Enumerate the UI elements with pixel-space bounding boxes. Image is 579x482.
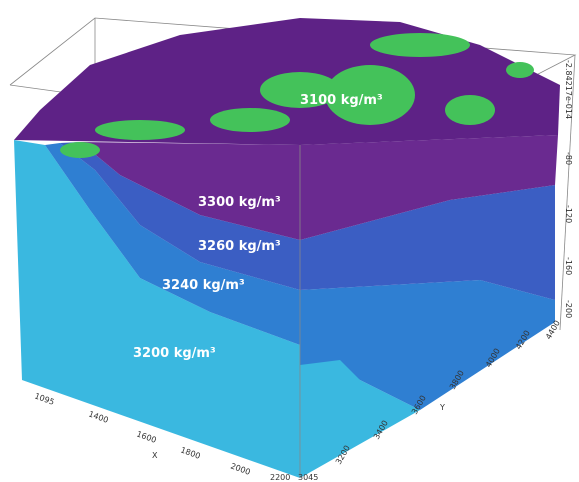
layer-label: 3240 kg/m³ bbox=[162, 278, 245, 293]
x-tick-label: 1800 bbox=[179, 445, 201, 460]
z-tick-label: -80 bbox=[564, 152, 573, 165]
z-tick-label: -200 bbox=[564, 300, 573, 318]
x-tick-label: 1095 bbox=[33, 391, 55, 406]
z-tick-label: -120 bbox=[564, 205, 573, 223]
x-tick-label: 1400 bbox=[87, 409, 109, 424]
x-tick-label: 2200 bbox=[270, 473, 290, 482]
layer-label: 3260 kg/m³ bbox=[198, 239, 281, 254]
z-tick-label: -160 bbox=[564, 257, 573, 275]
x-axis-title: X bbox=[152, 451, 158, 460]
layer-label: 3200 kg/m³ bbox=[133, 346, 216, 361]
x-tick-label: 1600 bbox=[135, 429, 157, 444]
y-tick-label: 3045 bbox=[298, 473, 318, 482]
x-tick-label: 2000 bbox=[229, 461, 251, 476]
z-axis: -2.84217e-014 -80 -120 -160 -200 bbox=[564, 60, 573, 318]
layer-label: 3300 kg/m³ bbox=[198, 195, 281, 210]
y-axis-title: Y bbox=[439, 403, 445, 412]
layer-label: 3100 kg/m³ bbox=[300, 93, 383, 108]
block-model: 3100 kg/m³ 3300 kg/m³ 3260 kg/m³ 3240 kg… bbox=[0, 0, 579, 482]
z-tick-label: -2.84217e-014 bbox=[564, 60, 573, 119]
